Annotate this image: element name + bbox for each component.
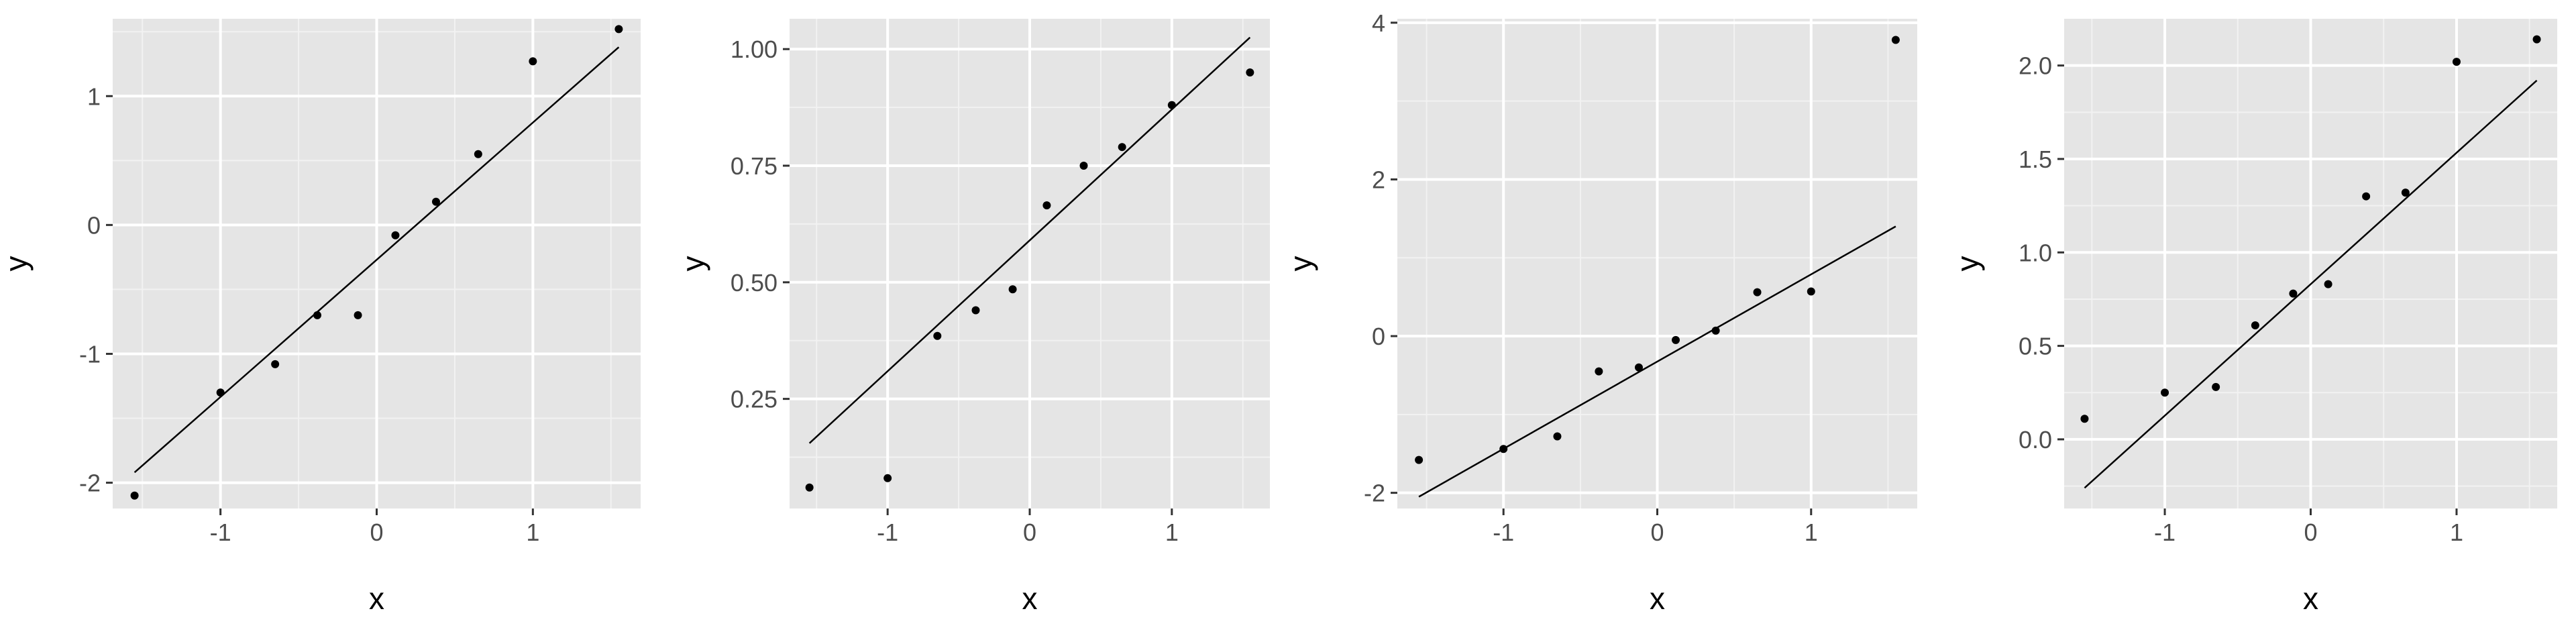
data-point (1711, 326, 1720, 335)
data-point (2080, 415, 2089, 423)
data-point (474, 150, 482, 158)
x-tick-label: -1 (210, 519, 231, 546)
data-point (1118, 143, 1126, 152)
x-tick-label: 1 (1165, 519, 1179, 546)
data-point (2362, 192, 2371, 201)
y-tick-label: 2.0 (2019, 52, 2052, 80)
qq-reference-line (1418, 225, 1896, 498)
x-axis-title: x (2303, 581, 2318, 616)
y-tick-label: 0.5 (2019, 333, 2052, 360)
data-point (1499, 445, 1508, 453)
y-tick-label: 0.0 (2019, 426, 2052, 453)
data-point (271, 360, 280, 368)
y-tick-label: -2 (79, 470, 101, 497)
data-point (2212, 382, 2220, 391)
x-tick-label: -1 (1493, 519, 1514, 546)
y-tick-label: 0 (1372, 323, 1385, 350)
x-axis-title: x (1650, 581, 1665, 616)
data-point (130, 491, 139, 500)
x-axis-title: x (369, 581, 384, 616)
data-point (1415, 455, 1424, 464)
qq-reference-line (2084, 80, 2538, 489)
data-point (805, 483, 814, 492)
y-tick-label: 1.0 (2019, 239, 2052, 266)
y-tick-label: 1.5 (2019, 146, 2052, 173)
data-point (1008, 285, 1017, 294)
data-point (1553, 432, 1562, 441)
y-tick-label: 0.50 (731, 269, 777, 297)
data-point (1891, 36, 1900, 44)
data-point (883, 474, 892, 482)
data-point (614, 25, 623, 34)
y-tick-label: 0.25 (731, 386, 777, 413)
data-point (1753, 288, 1762, 297)
x-tick-label: 0 (2304, 519, 2317, 546)
y-tick-label: 2 (1372, 166, 1385, 193)
y-axis-title: y (0, 256, 34, 272)
panel-4: -1 0 1 0.0 0.5 1.0 1.5 2.0 x y (1950, 19, 2557, 616)
y-axis-title: y (1283, 256, 1318, 272)
panel-1: -1 0 1 -2 -1 0 1 x y (0, 19, 641, 616)
data-point (2161, 388, 2169, 397)
data-point (2401, 189, 2410, 197)
y-axis-title: y (676, 256, 710, 272)
y-tick-label: 1 (87, 83, 101, 110)
data-point (391, 231, 400, 239)
y-tick-label: 4 (1372, 9, 1385, 37)
x-tick-label: 0 (1023, 519, 1036, 546)
data-point (2324, 280, 2332, 288)
data-point (354, 311, 362, 319)
data-point (1042, 201, 1051, 210)
x-tick-label: -1 (2154, 519, 2176, 546)
data-point (933, 331, 942, 340)
y-axis-title: y (1950, 256, 1985, 272)
qq-reference-line (808, 36, 1251, 444)
y-tick-label: 1.00 (731, 36, 777, 63)
data-point (1167, 101, 1176, 109)
data-point (216, 388, 225, 397)
panel-2: -1 0 1 0.25 0.50 0.75 1.00 x y (676, 19, 1270, 616)
data-point (2251, 321, 2259, 329)
data-point (2452, 58, 2461, 66)
x-tick-label: 1 (2450, 519, 2463, 546)
data-point (1079, 162, 1088, 170)
data-point (1246, 68, 1254, 76)
qq-reference-line (133, 46, 620, 474)
data-point (2289, 289, 2298, 298)
data-point (313, 311, 322, 319)
data-point (2532, 35, 2541, 44)
x-axis-title: x (1022, 581, 1038, 616)
x-tick-label: 1 (1805, 519, 1818, 546)
data-point (971, 306, 980, 315)
data-point (1672, 335, 1680, 344)
y-tick-label: 0 (87, 211, 101, 239)
x-tick-label: 1 (526, 519, 539, 546)
y-tick-label: -1 (79, 340, 101, 368)
data-point (1807, 287, 1815, 296)
x-tick-label: -1 (877, 519, 898, 546)
data-point (529, 57, 537, 66)
y-tick-label: -2 (1364, 480, 1385, 507)
x-tick-label: 0 (1650, 519, 1664, 546)
y-tick-label: 0.75 (731, 152, 777, 180)
x-tick-label: 0 (370, 519, 383, 546)
data-point (1634, 363, 1643, 372)
data-point (1595, 367, 1603, 376)
panel-3: -1 0 1 -2 0 2 4 x y (1283, 9, 1917, 616)
data-point (431, 197, 440, 206)
